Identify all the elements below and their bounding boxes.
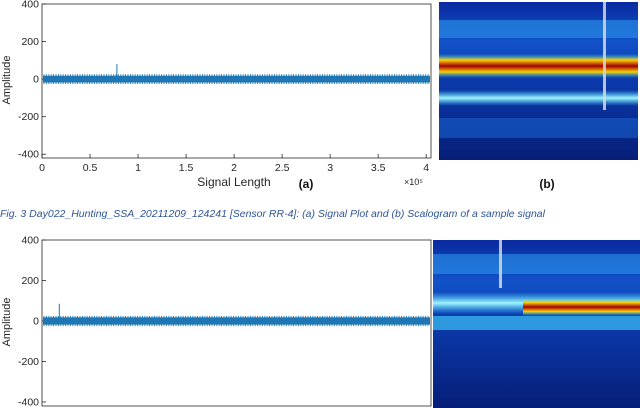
x-tick-label: 0.5	[83, 162, 98, 174]
y-tick-label: -400	[18, 396, 39, 408]
x-tick-label: 2	[231, 162, 237, 174]
x-tick-label: 1	[135, 162, 141, 174]
x-axis-exponent: ×10⁵	[404, 177, 423, 187]
x-tick-label: 4	[423, 162, 429, 174]
y-tick-label: 0	[33, 74, 39, 86]
scalogram-spike	[603, 2, 606, 110]
y-tick-label: -200	[18, 111, 39, 123]
y-tick-label: 400	[21, 0, 39, 11]
signal-trace	[43, 315, 429, 327]
x-tick-label: 3	[327, 162, 333, 174]
signal-trace	[43, 74, 429, 85]
y-tick-label: 200	[21, 275, 39, 287]
scalogram-b: (b)	[439, 2, 638, 191]
scalogram-band-upper	[439, 20, 638, 38]
scalogram-band-upper	[433, 254, 640, 274]
x-tick-label: 2.5	[275, 162, 290, 174]
signal-envelope	[43, 75, 430, 83]
figure-caption: Fig. 3 Day022_Hunting_SSA_20211209_12424…	[0, 208, 545, 220]
x-tick-label: 1.5	[179, 162, 194, 174]
scalogram-d	[433, 240, 640, 408]
signal-plot-c: -400 -200 0 200 400 Amplitude	[1, 236, 432, 408]
y-axis-label: Amplitude	[1, 298, 13, 347]
scalogram-band-red	[439, 54, 638, 78]
y-axis-label: Amplitude	[1, 56, 13, 105]
x-axis-label: Signal Length	[197, 175, 270, 189]
y-tick-label: -200	[18, 356, 39, 368]
signal-envelope	[43, 317, 430, 325]
panel-label-a: (a)	[299, 177, 314, 191]
scalogram-band-mid	[433, 316, 640, 330]
y-tick-label: -400	[18, 149, 39, 161]
scalogram-band-red	[523, 298, 640, 316]
scalogram-spike	[499, 240, 502, 288]
scalogram-band-lower	[439, 118, 638, 138]
panel-label-b: (b)	[539, 177, 554, 191]
y-tick-label: 200	[21, 36, 39, 48]
signal-plot-a: -400 -200 0 200 400 0 0.5 1 1.5 2 2.5 3 3.5 4 Amplitu…	[1, 0, 432, 191]
x-tick-label: 3.5	[371, 162, 386, 174]
y-tick-label: 0	[33, 315, 39, 327]
scalogram-band-cyan	[439, 90, 638, 106]
y-tick-label: 400	[21, 236, 39, 247]
x-tick-label: 0	[39, 162, 45, 174]
